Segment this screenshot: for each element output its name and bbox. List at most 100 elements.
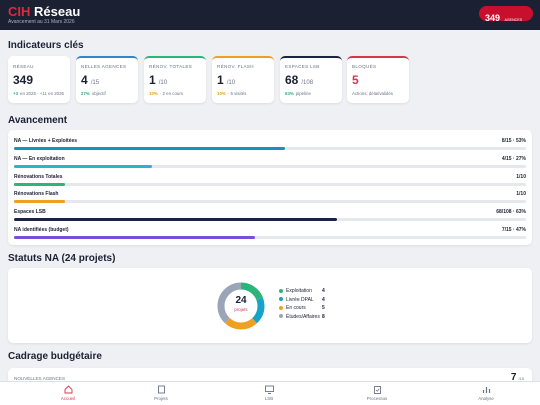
legend-value: 5: [322, 305, 325, 311]
nav-label: LSB: [264, 396, 274, 401]
kpi-value: 68/108: [285, 73, 337, 87]
note: en 2025 · +11 en 2026: [20, 91, 65, 96]
bar: [14, 236, 255, 239]
nav-label: Processus: [366, 396, 388, 401]
value: 5: [352, 73, 359, 87]
legend-value: 4: [322, 296, 325, 303]
row-label: NA — En exploitation: [14, 155, 65, 162]
row-value: 68/108 · 63%: [496, 209, 526, 216]
bar: [14, 182, 66, 186]
note: · 5 visités: [227, 91, 247, 96]
kpi-card: RÉNOV. FLASH 1/10 10% · 5 visités: [212, 56, 274, 103]
app-title: CIH Réseau: [8, 4, 80, 19]
donut-segment: [217, 282, 265, 330]
kpi-label: RÉNOV. TOTALES: [149, 64, 193, 69]
bar-track: [14, 182, 526, 186]
icon-process: [373, 386, 381, 394]
brand: CIH: [8, 4, 31, 19]
note: Actions, délai/validés: [352, 91, 394, 96]
bar: [14, 218, 337, 222]
section-title: Cadrage budgétaire: [8, 351, 102, 362]
nav-item[interactable]: Projets: [131, 385, 191, 401]
badge-label: AGENCES: [504, 18, 523, 22]
donut: [217, 282, 265, 330]
row-label: NA identifiées (budget): [14, 227, 69, 233]
donut-segment: [217, 282, 265, 330]
kpi-note: +3 en 2025 · +11 en 2026: [13, 91, 65, 97]
note-strong: +3: [13, 91, 19, 96]
row-label: Espaces LSB: [14, 209, 46, 216]
nav-item[interactable]: Processus: [347, 385, 407, 401]
row-value: 7/15 · 47%: [501, 227, 526, 233]
note: pipeline: [295, 91, 311, 96]
kpi-card: RÉSEAU 349 +3 en 2025 · +11 en 2026: [8, 56, 70, 103]
kpi-card: BLOQUÉS 5 Actions, délai/validés: [347, 56, 409, 103]
title: Réseau: [34, 4, 81, 19]
kpi-note: 10% · 2 en cours: [149, 91, 201, 97]
row-value: 1/10: [516, 173, 526, 180]
nav-item[interactable]: LSB: [239, 385, 299, 401]
unit: /108: [301, 80, 314, 86]
kpi-label: RÉNOV. FLASH: [217, 64, 254, 69]
note-strong: 63%: [285, 91, 294, 96]
kpi-value: 5: [352, 73, 404, 87]
value: 68: [285, 73, 299, 87]
nav-item[interactable]: Accueil: [38, 385, 98, 401]
note: objectif: [91, 91, 106, 96]
value: 1: [217, 73, 224, 87]
value: 7: [510, 372, 517, 383]
value: 349: [13, 73, 34, 87]
kpi-note: Actions, délai/validés: [352, 91, 404, 97]
value: 1: [149, 73, 156, 87]
legend-value: 4: [322, 288, 325, 294]
kpi-value: 1/10: [149, 73, 201, 87]
unit: /15: [518, 376, 524, 381]
unit: /15: [90, 80, 100, 86]
kpi-value: 1/10: [217, 73, 269, 87]
section-title: Indicateurs clés: [8, 40, 84, 51]
progress-card: NA — Livrées + Exploitées 8/15 · 53% NA — …: [8, 130, 532, 245]
bar: [14, 200, 66, 204]
legend-swatch: [279, 297, 283, 301]
legend-label: Études/Affaires: [286, 313, 320, 320]
bar-track: [14, 218, 526, 222]
row-value: 1/10: [516, 191, 526, 198]
legend-label: Livrée DPAL: [286, 296, 314, 303]
bar: [14, 164, 153, 168]
row-label: Rénovations Flash: [14, 191, 59, 198]
status-card: 24 projets Exploitation 4 Livrée DPAL 4 En c…: [8, 268, 532, 343]
nav-label: Analyse: [478, 396, 494, 401]
row-value: 4/15 · 27%: [501, 155, 526, 162]
donut-segment: [217, 282, 265, 330]
note: · 2 en cours: [159, 91, 183, 96]
bar-track: [14, 147, 526, 150]
kpi-card: RÉNOV. TOTALES 1/10 10% · 2 en cours: [144, 56, 206, 103]
kpi-label: RÉSEAU: [13, 64, 34, 69]
icon-home: [64, 385, 72, 394]
subtitle: Avancement au 31 Mars 2026: [8, 19, 75, 25]
legend-swatch: [279, 305, 283, 310]
icon-lsb: [264, 385, 274, 394]
kpi-note: 63% pipeline: [285, 91, 337, 97]
budget-row-label: NOUVELLES AGENCES: [14, 376, 66, 381]
nav-label: Accueil: [60, 396, 76, 401]
donut-label: projets: [234, 307, 248, 312]
bar-track: [14, 236, 526, 239]
icon-projects: [157, 385, 165, 394]
note-strong: 27%: [81, 91, 90, 96]
nav-label: Projets: [154, 396, 168, 401]
value: 4: [81, 73, 88, 87]
row-label: NA — Livrées + Exploitées: [14, 138, 78, 144]
kpi-label: NELLES AGENCES: [81, 64, 127, 69]
badge: 349 AGENCES: [479, 6, 533, 23]
legend-label: Exploitation: [286, 288, 312, 294]
section-title: Statuts NA (24 projets): [8, 253, 116, 264]
section-title: Avancement: [8, 115, 68, 126]
bar-track: [14, 200, 526, 204]
kpi-card: ESPACES LSB 68/108 63% pipeline: [280, 56, 342, 103]
kpi-card: NELLES AGENCES 4/15 27% objectif: [76, 56, 138, 103]
nav-item[interactable]: Analyse: [456, 385, 516, 401]
legend-value: 8: [322, 313, 325, 320]
